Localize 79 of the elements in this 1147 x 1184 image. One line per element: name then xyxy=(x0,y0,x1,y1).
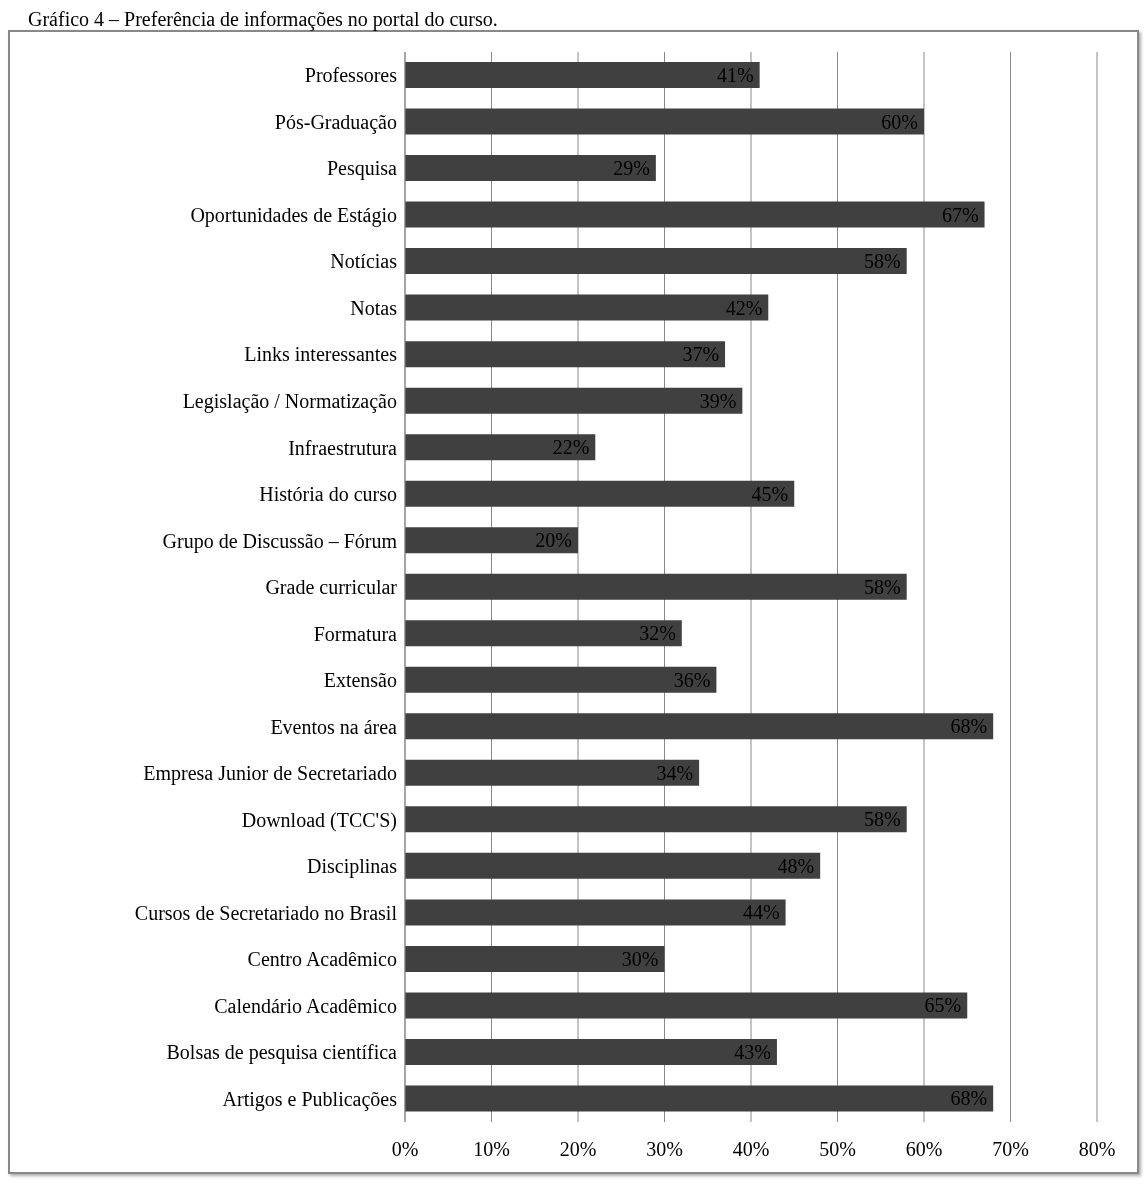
data-label: 58% xyxy=(864,250,901,273)
bar xyxy=(405,1085,994,1112)
y-tick-label: Grade curricular xyxy=(265,576,398,599)
y-tick-label: Disciplinas xyxy=(307,855,398,879)
data-label: 42% xyxy=(725,296,763,319)
bar xyxy=(405,527,578,554)
x-tick-label: 40% xyxy=(732,1138,770,1161)
y-tick-label: Artigos e Publicações xyxy=(222,1087,398,1111)
data-label: 58% xyxy=(864,808,901,831)
bar xyxy=(405,155,656,182)
data-label: 36% xyxy=(673,668,711,691)
bar xyxy=(405,713,994,740)
y-tick-label: Cursos de Secretariado no Brasil xyxy=(134,901,398,924)
data-label: 44% xyxy=(742,901,780,924)
y-tick-label: Centro Acadêmico xyxy=(247,948,397,971)
y-tick-label: Download (TCC'S) xyxy=(241,808,397,832)
bar xyxy=(405,806,907,833)
x-tick-label: 60% xyxy=(905,1138,943,1161)
y-tick-label: Grupo de Discussão – Fórum xyxy=(162,529,398,553)
bar xyxy=(405,1038,777,1065)
data-label: 39% xyxy=(699,389,737,412)
data-label: 68% xyxy=(950,715,988,738)
data-label: 65% xyxy=(924,994,962,1017)
data-label: 43% xyxy=(734,1040,771,1063)
data-label: 32% xyxy=(639,622,676,645)
y-tick-label: Calendário Acadêmico xyxy=(214,994,397,1017)
data-label: 60% xyxy=(881,110,918,133)
data-label: 68% xyxy=(950,1087,988,1110)
bar xyxy=(405,341,726,368)
bar xyxy=(405,759,700,786)
y-tick-label: Pós-Graduação xyxy=(274,110,397,134)
bar xyxy=(405,108,924,135)
bar xyxy=(405,248,907,275)
data-label: 29% xyxy=(613,157,650,180)
bar xyxy=(405,899,786,926)
data-label: 22% xyxy=(552,436,590,459)
data-label: 67% xyxy=(941,203,979,226)
data-label: 58% xyxy=(864,575,901,598)
data-label: 20% xyxy=(535,529,572,552)
x-tick-label: 0% xyxy=(391,1138,419,1161)
y-tick-label: Professores xyxy=(304,64,398,87)
y-tick-label: Eventos na área xyxy=(270,715,398,738)
x-tick-label: 10% xyxy=(473,1138,510,1161)
y-tick-label: Formatura xyxy=(313,622,398,645)
y-tick-label: Notícias xyxy=(330,250,398,273)
data-label: 41% xyxy=(716,64,754,86)
x-tick-label: 50% xyxy=(819,1138,856,1161)
bar xyxy=(405,434,596,461)
y-tick-label: Empresa Junior de Secretariado xyxy=(143,762,397,786)
data-label: 37% xyxy=(682,343,720,366)
bar xyxy=(405,852,821,879)
y-tick-label: Oportunidades de Estágio xyxy=(190,203,397,227)
chart-title: Gráfico 4 – Preferência de informações no portal do curso. xyxy=(27,8,499,30)
y-tick-label: História do curso xyxy=(259,483,397,506)
x-tick-label: 20% xyxy=(559,1138,597,1161)
y-tick-label: Pesquisa xyxy=(327,157,398,181)
bar xyxy=(405,201,985,228)
bar xyxy=(405,294,769,321)
y-tick-label: Bolsas de pesquisa científica xyxy=(166,1041,398,1065)
data-label: 34% xyxy=(656,761,694,784)
y-tick-label: Links interessantes xyxy=(244,343,398,366)
bar xyxy=(405,387,743,414)
bar xyxy=(405,573,907,600)
x-tick-label: 30% xyxy=(646,1138,683,1161)
bar xyxy=(405,666,717,693)
y-tick-label: Extensão xyxy=(323,669,397,692)
y-tick-label: Notas xyxy=(350,296,398,319)
bar xyxy=(405,992,968,1019)
bar xyxy=(405,945,665,972)
x-tick-label: 70% xyxy=(992,1138,1029,1161)
y-tick-label: Infraestrutura xyxy=(288,436,398,459)
bar xyxy=(405,62,760,88)
bar xyxy=(405,480,795,507)
y-tick-label: Legislação / Normatização xyxy=(182,390,397,414)
data-label: 45% xyxy=(751,482,789,505)
data-label: 30% xyxy=(621,947,659,970)
bar xyxy=(405,620,682,647)
x-tick-label: 80% xyxy=(1078,1138,1116,1161)
data-label: 48% xyxy=(777,854,815,877)
